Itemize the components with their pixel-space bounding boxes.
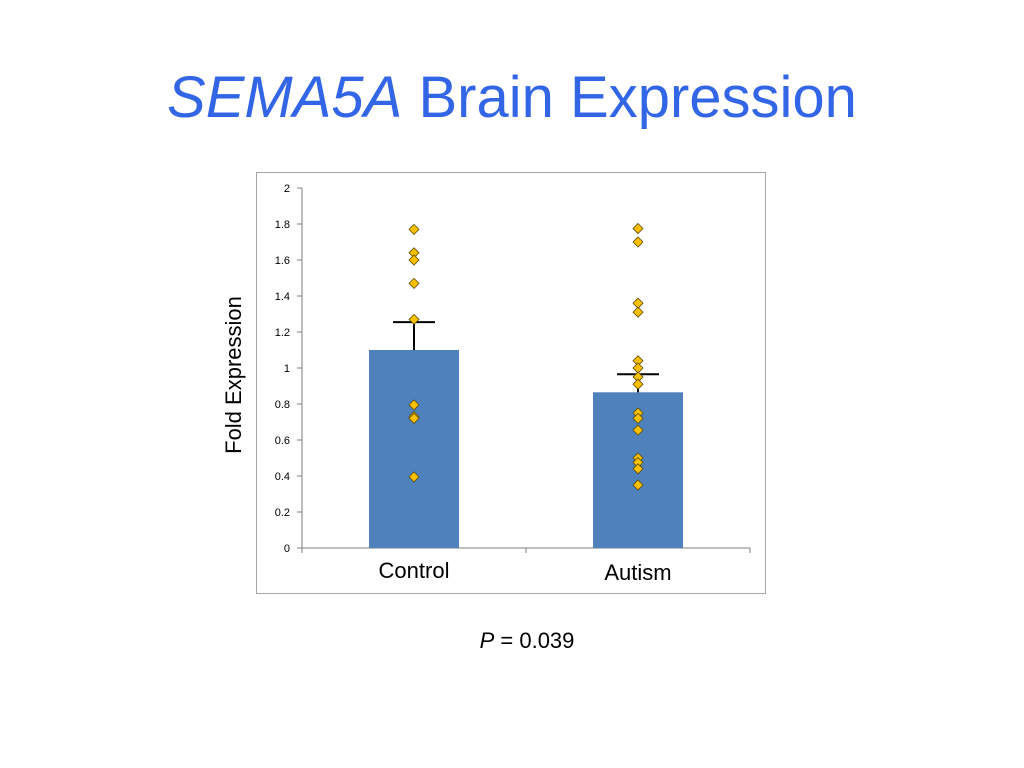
data-point — [408, 313, 420, 325]
p-value-symbol: P — [479, 628, 495, 653]
p-value-text: = 0.039 — [500, 628, 575, 653]
data-point — [408, 471, 420, 483]
data-point — [632, 306, 644, 318]
data-point — [632, 412, 644, 424]
y-tick-label: 0.8 — [275, 399, 290, 411]
y-tick-label: 1.8 — [275, 219, 290, 231]
slide-title-gene: SEMA5A — [167, 65, 403, 130]
slide-title-rest: Brain Expression — [418, 65, 857, 130]
y-tick-label: 0 — [284, 543, 290, 555]
data-point — [632, 424, 644, 436]
data-point — [408, 412, 420, 424]
data-point — [632, 479, 644, 491]
data-point — [408, 399, 420, 411]
data-point — [632, 463, 644, 475]
data-point — [632, 378, 644, 390]
x-category-label: Autism — [604, 560, 671, 585]
data-point — [408, 223, 420, 235]
y-tick-label: 0.6 — [275, 435, 290, 447]
y-tick-label: 1.4 — [275, 291, 290, 303]
y-tick-label: 1.2 — [275, 327, 290, 339]
data-point — [408, 254, 420, 266]
data-point — [632, 236, 644, 248]
y-tick-label: 0.2 — [275, 507, 290, 519]
data-point — [632, 222, 644, 235]
slide-title: SEMA5A Brain Expression — [0, 62, 1024, 134]
y-tick-label: 1 — [284, 363, 290, 375]
x-category-label: Control — [379, 558, 450, 583]
y-tick-label: 1.6 — [275, 255, 290, 267]
y-tick-label: 0.4 — [275, 471, 290, 483]
y-tick-label: 2 — [284, 183, 290, 195]
bar-control — [369, 350, 459, 548]
chart-frame — [256, 172, 766, 594]
data-point — [408, 277, 420, 289]
p-value: P = 0.039 — [0, 628, 1024, 654]
